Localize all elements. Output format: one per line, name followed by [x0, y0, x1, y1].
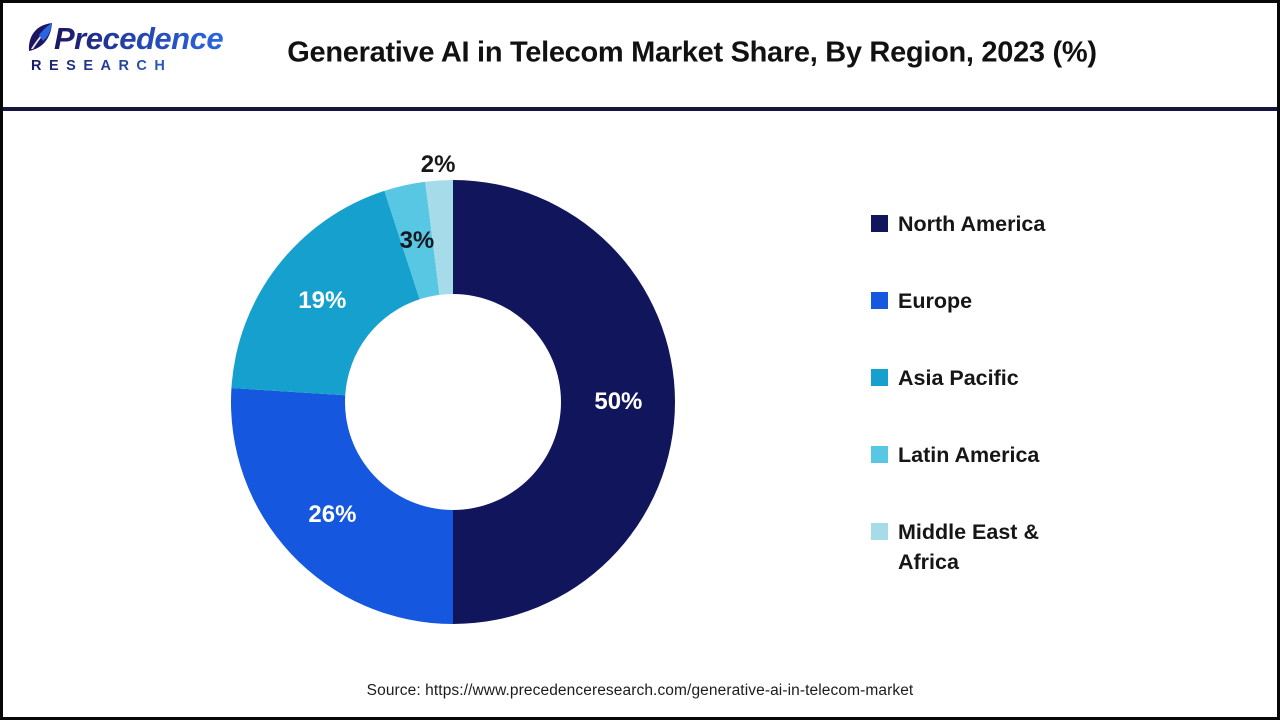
- pie-slice-latin-america: [384, 181, 440, 300]
- legend-label: North America: [898, 212, 1046, 236]
- slice-label-europe: 26%: [308, 501, 357, 529]
- precedence-logo: Precedence RESEARCH: [25, 21, 240, 74]
- slice-label-middle-east-africa: 2%: [420, 150, 456, 178]
- page-title: Generative AI in Telecom Market Share, B…: [287, 36, 1097, 69]
- pie-slice-europe: [231, 388, 453, 624]
- legend-swatch-north-america: [871, 215, 888, 232]
- logo-leaf-icon: [28, 23, 52, 51]
- legend-label: Middle East & Africa: [898, 520, 1039, 574]
- chart-legend: North America Europe Asia Pacific Latin …: [871, 209, 1101, 624]
- source-text: Source: https://www.precedenceresearch.c…: [366, 682, 914, 699]
- header-divider: [3, 107, 1277, 111]
- donut-chart: 50% 26% 19% 3% 2%: [223, 151, 683, 632]
- slice-label-asia-pacific: 19%: [298, 286, 347, 314]
- legend-swatch-middle-east-africa: [871, 523, 888, 540]
- legend-item-latin-america: Latin America: [871, 440, 1101, 470]
- logo-sub-text: RESEARCH: [25, 58, 240, 74]
- legend-label: Asia Pacific: [898, 366, 1019, 390]
- legend-swatch-latin-america: [871, 446, 888, 463]
- legend-item-asia-pacific: Asia Pacific: [871, 363, 1101, 393]
- pie-slice-north-america: [453, 180, 675, 624]
- slice-label-north-america: 50%: [594, 388, 643, 415]
- slice-label-latin-america: 3%: [399, 226, 435, 254]
- legend-item-north-america: North America: [871, 209, 1101, 239]
- legend-swatch-asia-pacific: [871, 369, 888, 386]
- pie-slice-middle-east-africa: [425, 180, 453, 295]
- legend-label: Latin America: [898, 443, 1040, 467]
- legend-item-europe: Europe: [871, 286, 1101, 316]
- legend-item-middle-east-africa: Middle East & Africa: [871, 517, 1101, 577]
- legend-label: Europe: [898, 289, 973, 313]
- pie-slice-asia-pacific: [231, 190, 420, 396]
- legend-swatch-europe: [871, 292, 888, 309]
- logo-brand-text: Precedence: [54, 21, 224, 56]
- header: Precedence RESEARCH Generative AI in Tel…: [3, 3, 1277, 107]
- donut-svg: [231, 180, 675, 624]
